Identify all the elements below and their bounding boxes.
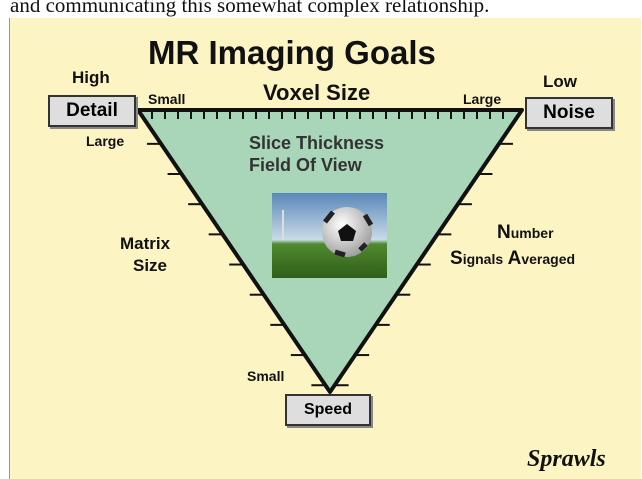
qualifier: Low — [543, 72, 577, 92]
word: Averaged — [508, 248, 575, 270]
center-label: Field Of View — [249, 155, 362, 176]
title: MR Imaging Goals — [148, 34, 436, 72]
detail-box: Detail — [48, 95, 136, 127]
matrix-bottom: Small — [247, 368, 284, 384]
qualifier: High — [72, 68, 110, 88]
nsa-label: Number — [497, 222, 554, 244]
matrix-label: Size — [133, 256, 167, 276]
voxel-label: Voxel Size — [263, 80, 370, 106]
page: and communicating this somewhat complex … — [0, 0, 642, 479]
word: Number — [497, 222, 554, 244]
voxel-right: Large — [463, 91, 501, 107]
signature: Sprawls — [527, 446, 606, 473]
matrix-top: Large — [86, 133, 124, 149]
nsa-label: Signals Averaged — [450, 248, 575, 270]
noise-box: Noise — [525, 97, 613, 129]
voxel-left: Small — [148, 91, 185, 107]
speed-box: Speed — [285, 394, 371, 426]
matrix-label: Matrix — [120, 234, 170, 254]
word: Signals — [450, 248, 503, 270]
center-label: Slice Thickness — [249, 133, 384, 154]
